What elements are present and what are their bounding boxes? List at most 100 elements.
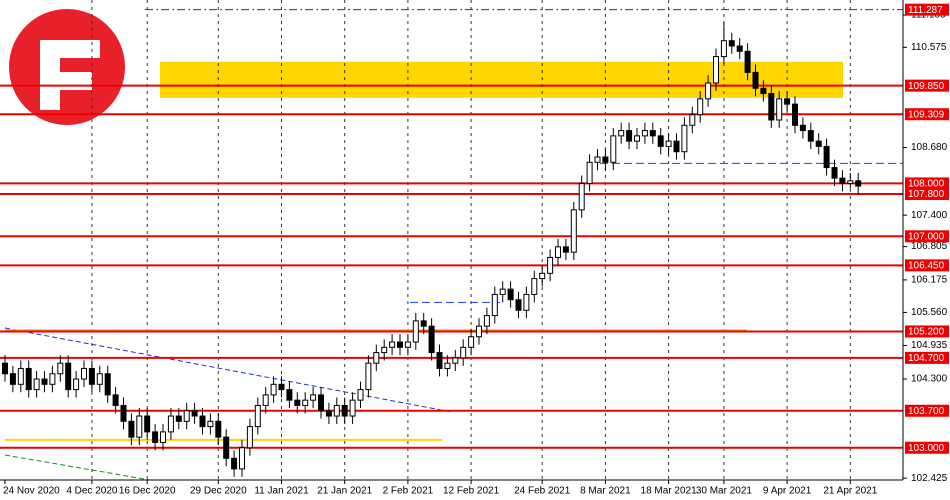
candle-body: [776, 98, 783, 121]
level-label-box: [905, 188, 949, 201]
candle-body: [9, 373, 16, 385]
candle-body: [389, 341, 396, 348]
candle-body: [507, 288, 514, 301]
x-tick-label: 4 Dec 2020: [66, 486, 118, 497]
candle-body: [112, 394, 119, 406]
level-label-box: [905, 259, 949, 272]
candle-body: [578, 182, 585, 211]
candle-body: [523, 293, 530, 311]
candle-body: [17, 367, 24, 385]
level-label-box: [905, 441, 949, 454]
candle-body: [302, 399, 309, 406]
candle-body: [468, 336, 475, 348]
level-label: 107.000: [908, 231, 945, 242]
candle-body: [231, 457, 238, 470]
x-tick-label: 2 Feb 2021: [383, 486, 434, 497]
candle-body: [65, 362, 72, 391]
candle-body: [294, 399, 301, 406]
y-tick-label: 110.575: [911, 42, 947, 53]
candle-body: [2, 362, 8, 375]
level-label-box: [905, 79, 949, 92]
candle-body: [855, 180, 862, 187]
x-tick-label: 18 Mar 2021: [641, 486, 698, 497]
x-tick-label: 16 Dec 2020: [119, 486, 176, 497]
candle-body: [152, 431, 159, 443]
candle-body: [839, 177, 846, 184]
candle-body: [768, 93, 775, 121]
x-tick-label: 29 Dec 2020: [190, 486, 247, 497]
y-tick-label: 107.400: [911, 210, 948, 221]
x-tick-label: 8 Mar 2021: [580, 486, 631, 497]
candle-body: [325, 410, 332, 417]
candle-body: [373, 352, 380, 364]
candle-body: [144, 415, 151, 433]
level-label-box: [905, 177, 949, 190]
level-label-box: [905, 108, 949, 121]
candle-body: [318, 394, 324, 412]
candle-body: [136, 415, 143, 438]
candle-body: [365, 362, 372, 391]
x-tick-label: 11 Jan 2021: [254, 486, 309, 497]
candle-body: [634, 135, 640, 142]
candle-body: [649, 130, 656, 137]
y-tick-label: 108.680: [911, 142, 948, 153]
candle-body: [539, 272, 546, 280]
level-label: 103.700: [908, 406, 945, 417]
candle-body: [286, 389, 293, 401]
y-tick-label: 106.805: [911, 241, 948, 252]
candle-body: [689, 114, 696, 126]
level-label: 108.000: [908, 179, 945, 190]
candle-body: [128, 420, 135, 438]
candle-body: [673, 140, 680, 153]
candle-body: [120, 404, 127, 422]
candle-body: [215, 420, 222, 438]
candle-body: [728, 40, 735, 47]
level-label: 109.850: [908, 81, 945, 92]
candle-body: [278, 383, 285, 391]
candle-body: [223, 436, 230, 459]
candle-body: [191, 410, 198, 417]
candle-body: [444, 362, 451, 369]
candle-body: [412, 320, 419, 343]
candle-body: [199, 415, 206, 428]
candle-body: [104, 373, 111, 396]
candle-body: [641, 130, 648, 137]
candle-body: [626, 130, 633, 142]
trend-line: [4, 454, 151, 481]
level-label: 103.000: [908, 443, 945, 454]
candle-body: [784, 98, 791, 105]
candle-body: [681, 124, 688, 153]
candle-body: [847, 180, 854, 184]
candle-body: [57, 362, 64, 375]
candle-body: [555, 246, 561, 258]
candle-body: [697, 98, 704, 116]
candle-body: [96, 373, 103, 385]
candle-body: [476, 325, 482, 338]
zone: [160, 61, 843, 98]
x-tick-label: 30 Mar 2021: [696, 486, 753, 497]
candle-body: [610, 135, 617, 163]
candle-body: [436, 352, 443, 369]
candle-body: [744, 50, 751, 73]
candle-body: [420, 320, 427, 327]
candle-body: [602, 156, 609, 163]
candle-body: [452, 357, 459, 364]
level-label: 105.200: [908, 327, 945, 338]
y-tick-label: 105.560: [911, 307, 948, 318]
logo: [9, 9, 125, 125]
candle-body: [547, 256, 554, 274]
candle-body: [799, 124, 806, 132]
level-label: 111.287: [908, 5, 943, 16]
candle-body: [310, 394, 317, 401]
candle-body: [815, 140, 822, 147]
candle-body: [665, 140, 672, 147]
candle-body: [33, 378, 40, 391]
candle-body: [88, 367, 95, 385]
x-tick-label: 9 Apr 2021: [763, 486, 812, 497]
candle-body: [586, 161, 593, 184]
candle-body: [246, 426, 253, 449]
candle-body: [239, 447, 245, 470]
y-tick-label: 106.175: [911, 275, 948, 286]
candle-body: [183, 410, 190, 422]
